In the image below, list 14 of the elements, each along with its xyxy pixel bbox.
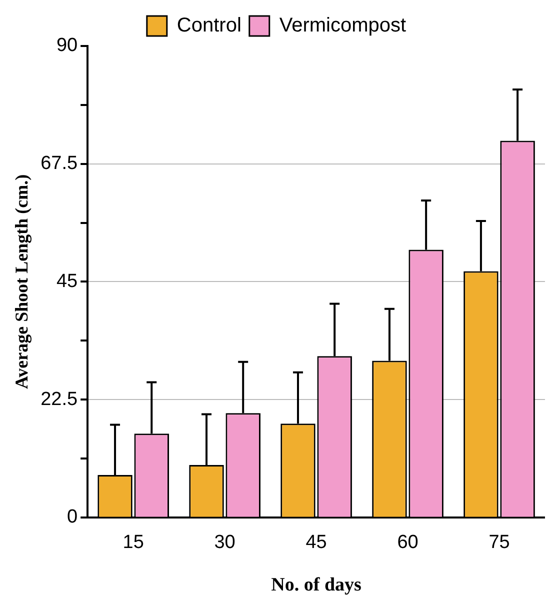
- y-tick-label: 45: [56, 270, 78, 292]
- y-tick-label: 90: [56, 35, 78, 56]
- y-tick-label: 22.5: [40, 388, 78, 410]
- legend-label: Vermicompost: [279, 14, 407, 37]
- x-tick-label: 30: [214, 532, 236, 554]
- y-tick-label: 0: [67, 506, 78, 528]
- legend-label: Control: [176, 14, 242, 37]
- y-tick-label: 67.5: [40, 153, 78, 174]
- x-tick-label: 15: [122, 532, 144, 554]
- x-tick-label: 60: [397, 532, 418, 554]
- y-axis-title: Average Shoot Length (cm.): [11, 174, 32, 390]
- x-tick-label: 75: [488, 532, 510, 554]
- x-axis-title: No. of days: [271, 574, 362, 596]
- x-tick-label: 45: [306, 532, 327, 554]
